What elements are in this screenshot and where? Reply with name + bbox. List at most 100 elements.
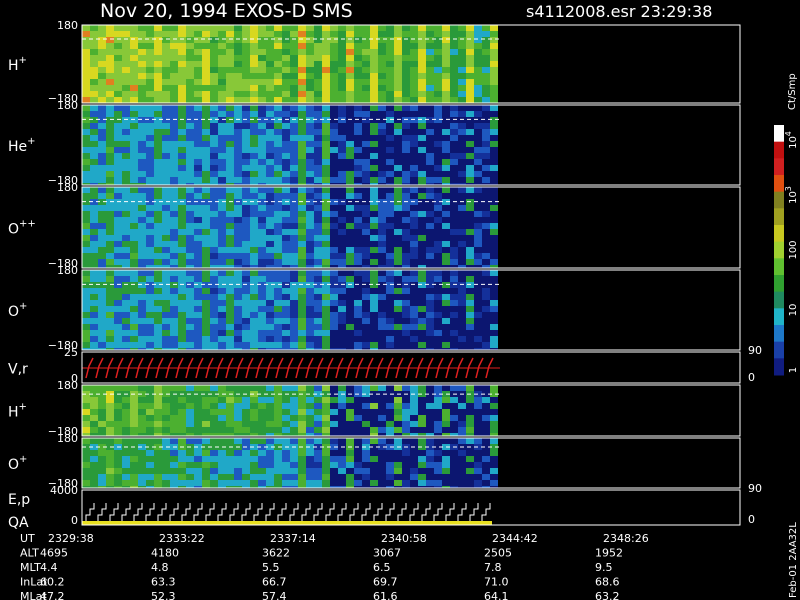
spectrogram-cell [106,288,114,294]
spectrogram-cell [402,37,410,43]
spectrogram-cell [346,135,354,141]
spectrogram-cell [90,270,98,276]
spectrogram-cell [410,330,418,336]
spectrogram-cell [330,187,338,193]
spectrogram-cell [218,433,226,436]
spectrogram-cell [106,235,114,241]
spectrogram-cell [258,183,266,185]
spectrogram-cell [298,324,306,330]
spectrogram-cell [202,85,210,91]
spectrogram-cell [170,61,178,67]
spectrogram-cell [490,330,498,336]
spectrogram-cell [490,342,498,348]
spectrogram-cell [202,462,210,468]
spectrogram-cell [346,117,354,123]
spectrogram-cell [306,480,314,486]
spectrogram-cell [458,324,466,330]
spectrogram-cell [434,438,442,444]
spectrogram-cell [90,403,98,409]
spectrogram-cell [306,193,314,199]
spectrogram-cell [290,456,298,462]
spectrogram-cell [434,187,442,193]
spectrogram-cell [330,73,338,79]
spectrogram-cell [162,141,170,147]
spectrogram-cell [90,253,98,259]
spectrogram-cell [466,409,474,415]
spectrogram-cell [322,199,330,205]
spectrogram-cell [138,129,146,135]
spectrogram-cell [306,205,314,211]
spectrogram-cell [410,462,418,468]
spectrogram-cell [274,129,282,135]
colorbar-segment [774,258,784,276]
spectrogram-cell [346,61,354,67]
spectrogram-cell [226,253,234,259]
spectrogram-cell [218,397,226,403]
spectrogram-cell [186,336,194,342]
spectrogram-cell [218,91,226,97]
spectrogram-cell [258,259,266,265]
spectrogram-cell [410,171,418,177]
spectrogram-cell [410,270,418,276]
spectrogram-cell [298,129,306,135]
spectrogram-cell [226,223,234,229]
spectrogram-cell [378,205,386,211]
spectrogram-cell [306,433,314,436]
spectrogram-cell [154,37,162,43]
spectrogram-cell [274,294,282,300]
spectrogram-cell [410,433,418,436]
spectrogram-cell [154,265,162,268]
spectrogram-cell [154,288,162,294]
spectrogram-cell [202,433,210,436]
colorbar-label-base: 100 [788,240,799,259]
spectrogram-cell [154,43,162,49]
spectrogram-cell [202,270,210,276]
spectrogram-cell [386,43,394,49]
label-text: O [8,222,19,238]
spectrogram-cell [298,25,306,31]
spectrogram-cell [202,474,210,480]
spectrogram-cell [362,342,370,348]
spectrogram-cell [186,241,194,247]
spectrogram-cell [258,270,266,276]
spectrogram-cell [258,474,266,480]
spectrogram-cell [106,324,114,330]
spectrogram-cell [282,486,290,488]
spectrogram-cell [322,282,330,288]
spectrogram-cell [138,37,146,43]
spectrogram-cell [106,171,114,177]
spectrogram-cell [242,135,250,141]
spectrogram-cell [330,318,338,324]
spectrogram-cell [90,474,98,480]
spectrogram-cell [90,318,98,324]
spectrogram-cell [170,324,178,330]
spectrogram-cell [402,456,410,462]
spectrogram-cell [426,61,434,67]
spectrogram-cell [130,438,138,444]
spectrogram-cell [378,288,386,294]
spectrogram-cell [314,97,322,103]
spectrogram-cell [362,397,370,403]
spectrogram-cell [98,193,106,199]
spectrogram-cell [450,265,458,268]
spectrogram-cell [234,486,242,488]
spectrogram-cell [258,427,266,433]
spectrogram-cell [170,456,178,462]
spectrogram-cell [90,147,98,153]
spectrogram-cell [338,55,346,61]
spectrogram-cell [130,73,138,79]
spectrogram-cell [138,217,146,223]
spectrogram-cell [434,205,442,211]
spectrogram-cell [210,123,218,129]
spectrogram-cell [162,129,170,135]
spectrogram-cell [106,306,114,312]
spectrogram-cell [386,31,394,37]
spectrogram-cell [210,217,218,223]
spectrogram-cell [426,421,434,427]
spectrogram-cell [418,342,426,348]
spectrogram-cell [450,177,458,183]
panel-frame [81,489,741,526]
spectrogram-cell [90,397,98,403]
spectrogram-cell [370,433,378,436]
spectrogram-cell [346,433,354,436]
